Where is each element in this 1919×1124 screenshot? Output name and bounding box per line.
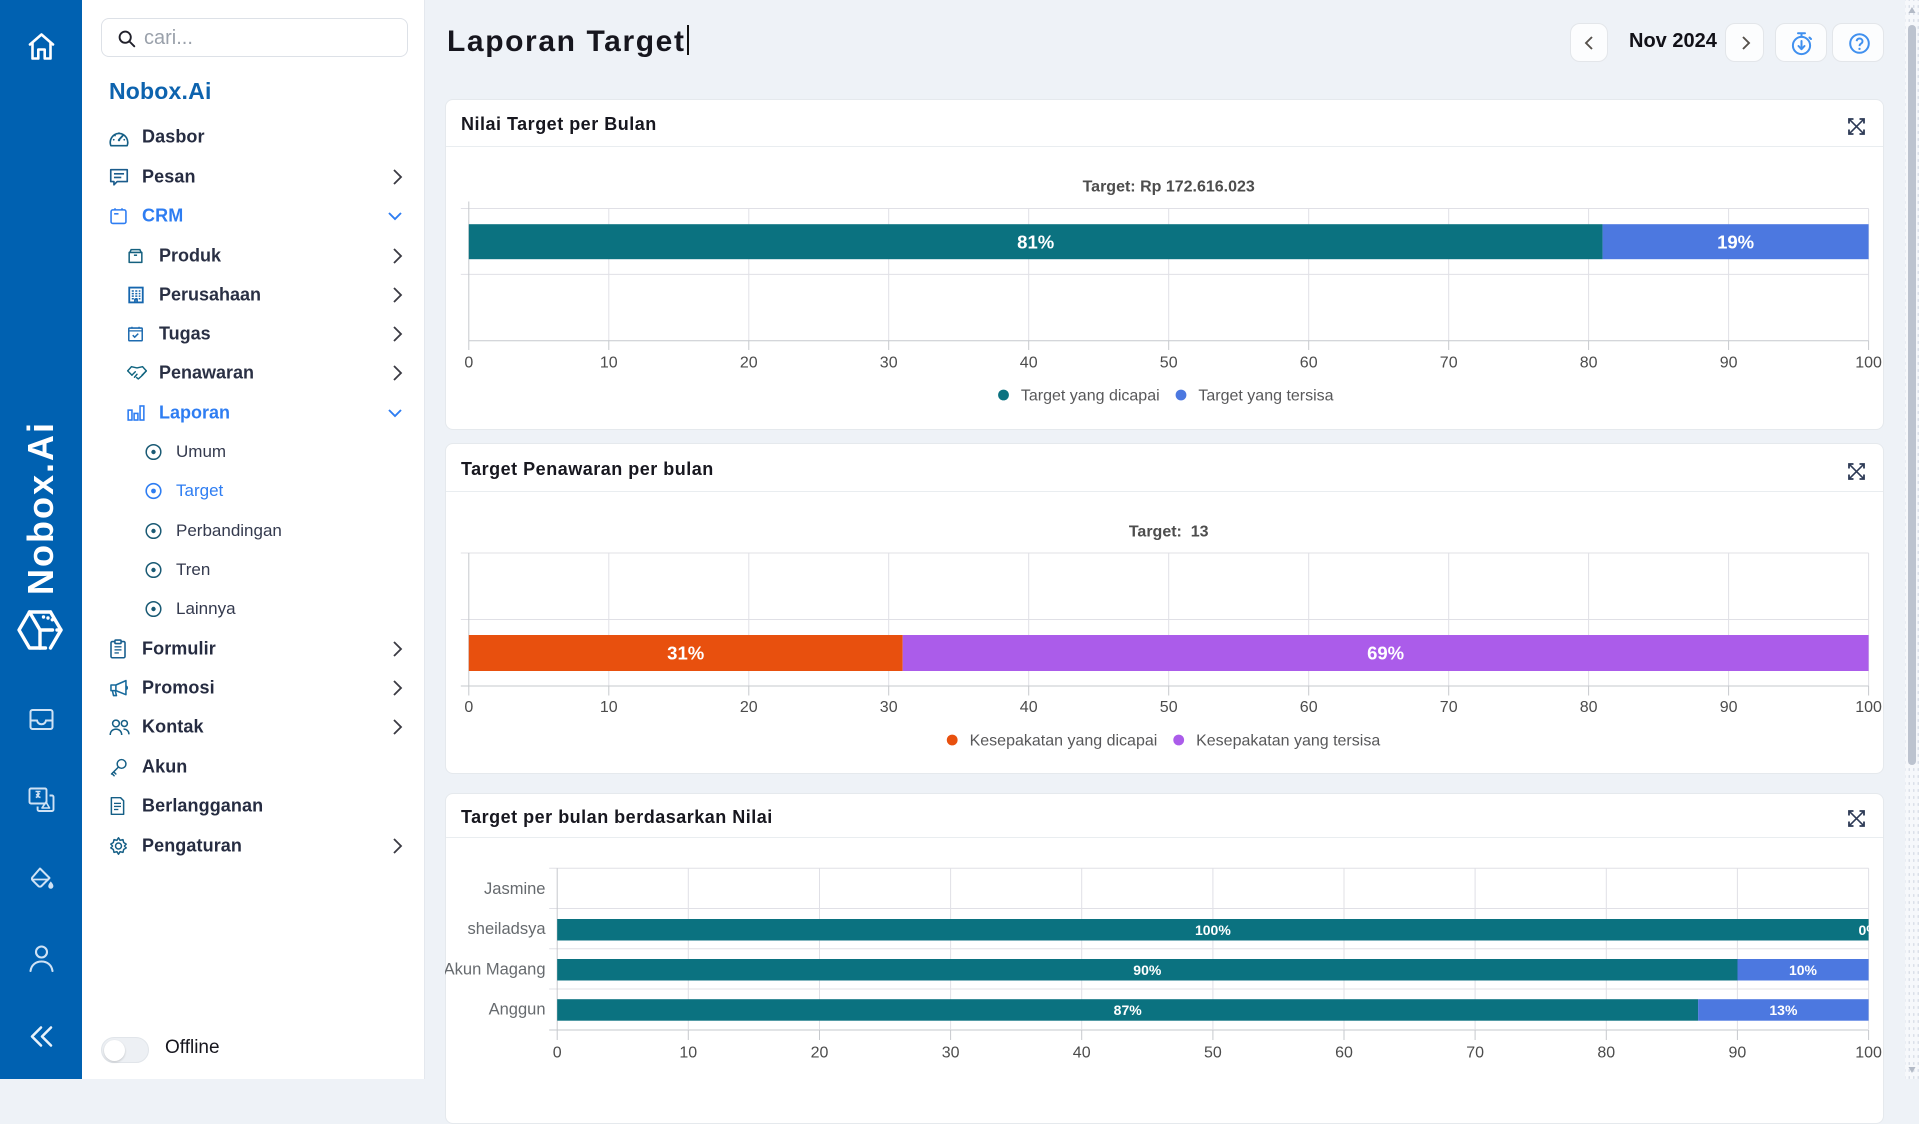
svg-text:60: 60	[1335, 1045, 1353, 1062]
svg-text:40: 40	[1020, 699, 1038, 716]
svg-text:81%: 81%	[1017, 232, 1054, 253]
svg-text:70: 70	[1466, 1045, 1484, 1062]
svg-text:70: 70	[1440, 354, 1458, 371]
svg-text:sheiladsya: sheiladsya	[468, 920, 547, 938]
svg-text:Anggun: Anggun	[489, 1001, 546, 1019]
svg-text:Target: Rp 172.616.023: Target: Rp 172.616.023	[1083, 179, 1255, 196]
svg-text:0: 0	[553, 1045, 562, 1062]
svg-text:90: 90	[1720, 699, 1738, 716]
svg-text:20: 20	[740, 354, 758, 371]
svg-text:Kesepakatan yang tersisa: Kesepakatan yang tersisa	[1196, 733, 1380, 750]
svg-text:0: 0	[464, 699, 473, 716]
svg-text:69%: 69%	[1367, 643, 1404, 664]
svg-text:50: 50	[1160, 354, 1178, 371]
svg-text:0%: 0%	[1858, 922, 1879, 938]
svg-text:10%: 10%	[1789, 962, 1818, 978]
svg-text:90: 90	[1720, 354, 1738, 371]
svg-text:60: 60	[1300, 699, 1318, 716]
svg-text:50: 50	[1160, 699, 1178, 716]
svg-text:0: 0	[464, 354, 473, 371]
svg-text:Target yang dicapai: Target yang dicapai	[1021, 388, 1160, 405]
svg-text:90: 90	[1729, 1045, 1747, 1062]
svg-text:20: 20	[740, 699, 758, 716]
svg-text:10: 10	[679, 1045, 697, 1062]
svg-text:Kesepakatan yang dicapai: Kesepakatan yang dicapai	[970, 733, 1158, 750]
svg-text:30: 30	[880, 354, 898, 371]
svg-text:80: 80	[1580, 354, 1598, 371]
svg-text:10: 10	[600, 354, 618, 371]
svg-text:Akun Magang: Akun Magang	[445, 960, 546, 978]
svg-text:40: 40	[1073, 1045, 1091, 1062]
svg-text:90%: 90%	[1133, 962, 1162, 978]
svg-text:40: 40	[1020, 354, 1038, 371]
svg-text:50: 50	[1204, 1045, 1222, 1062]
svg-text:100%: 100%	[1195, 922, 1231, 938]
svg-text:19%: 19%	[1717, 232, 1754, 253]
svg-text:100: 100	[1855, 1045, 1882, 1062]
svg-text:100: 100	[1855, 354, 1882, 371]
svg-text:31%: 31%	[667, 643, 704, 664]
svg-text:13%: 13%	[1769, 1002, 1798, 1018]
svg-text:87%: 87%	[1114, 1002, 1143, 1018]
svg-text:30: 30	[880, 699, 898, 716]
svg-text:80: 80	[1580, 699, 1598, 716]
svg-text:100: 100	[1855, 699, 1882, 716]
svg-text:30: 30	[942, 1045, 960, 1062]
svg-text:70: 70	[1440, 699, 1458, 716]
svg-text:10: 10	[600, 699, 618, 716]
svg-text:60: 60	[1300, 354, 1318, 371]
svg-text:20: 20	[811, 1045, 829, 1062]
svg-text:Target yang tersisa: Target yang tersisa	[1198, 388, 1333, 405]
svg-text:80: 80	[1597, 1045, 1615, 1062]
svg-text:Target: 13: Target: 13	[1129, 524, 1209, 541]
svg-text:Jasmine: Jasmine	[484, 880, 545, 898]
